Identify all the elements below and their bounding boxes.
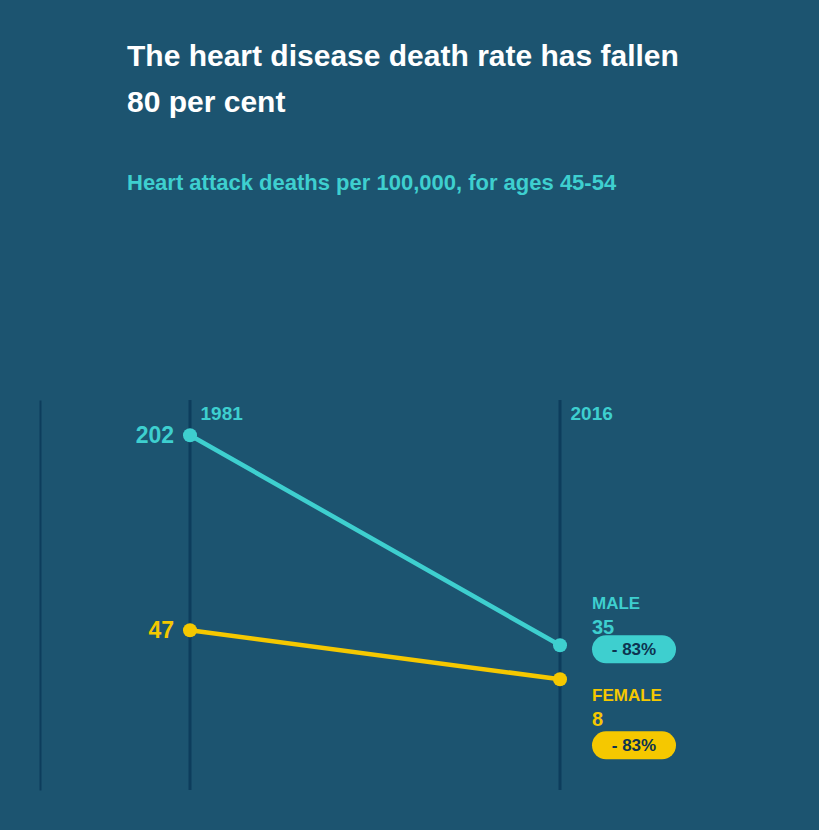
y-axis [40,401,41,791]
point [183,428,197,442]
category-line [189,400,192,790]
category-lines [190,400,560,790]
data-label: 47 [148,617,174,643]
x-axis: 1981 2016 [191,400,613,424]
x-tick: 2016 [561,400,613,424]
background [0,0,819,830]
x-tick: 1981 [191,400,244,424]
annotation: - 83% [612,736,656,755]
y-axis-line [40,401,42,791]
x-tick-label: 2016 [571,403,613,424]
chart: The heart disease death rate has fallen8… [0,0,819,830]
subtitle: Heart attack deaths per 100,000, for age… [127,170,617,195]
data-label: 8 [592,708,603,730]
data-label: 35 [592,616,614,638]
labels: 202 35 MALE - 83% 47 8 FEMALE - 83% [136,422,676,759]
annotation: - 83% [612,640,656,659]
series-label: FEMALE [592,686,662,705]
category-line [559,400,562,790]
badge [592,635,676,663]
point [553,638,567,652]
data-label: 202 [136,422,174,448]
plot-area [183,428,567,686]
x-tick-label: 1981 [201,403,244,424]
title: The heart disease death rate has fallen8… [127,39,679,118]
series-line [190,435,560,645]
point [553,672,567,686]
point [183,623,197,637]
series-line [190,630,560,679]
series-label: MALE [592,594,640,613]
badge [592,731,676,759]
